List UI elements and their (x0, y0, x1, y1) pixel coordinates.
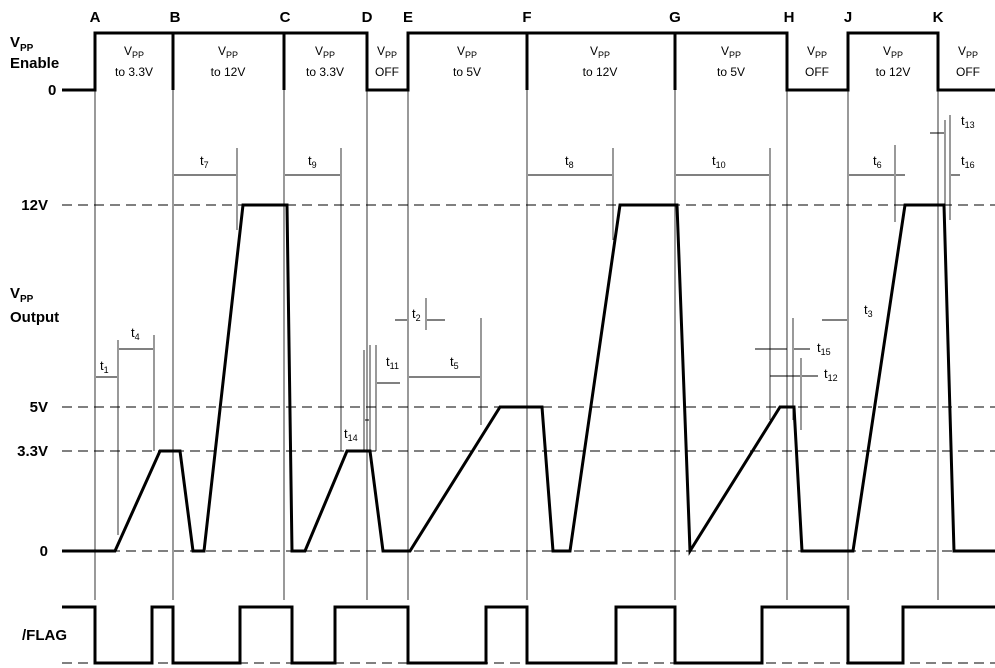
enable-seg-7: VPP (721, 44, 741, 60)
timing-t7: t7 (200, 153, 209, 170)
timing-t2: t2 (412, 306, 421, 323)
timing-t9: t9 (308, 153, 317, 170)
timing-t8: t8 (565, 153, 574, 170)
vpp-enable-label: VPP (10, 34, 34, 54)
timing-t15: t15 (817, 340, 831, 357)
level-0-label: 0 (40, 543, 48, 560)
enable-seg-3: VPP (315, 44, 335, 60)
enable-seg-1: VPP (124, 44, 144, 60)
marker-g: G (669, 9, 681, 26)
vpp-output-waveform (62, 203, 995, 556)
timing-verticals (117, 115, 951, 535)
enable-seg-5: VPP (457, 44, 477, 60)
vpp-output-row: VPP Output 12V 5V 3.3V 0 (10, 197, 995, 560)
marker-a: A (90, 9, 101, 26)
timing-t14: t14 (344, 426, 358, 443)
enable-seg-7-line2: to 5V (717, 65, 745, 79)
timing-t13: t13 (961, 113, 975, 130)
marker-j: J (844, 9, 852, 26)
enable-seg-8-line2: OFF (805, 65, 829, 79)
flag-label: /FLAG (22, 627, 67, 644)
vpp-enable-row: VPP Enable 0 VPP to 3.3V VPP to 12V VPP … (10, 31, 995, 99)
enable-seg-4: VPP (377, 44, 397, 60)
enable-seg-6: VPP (590, 44, 610, 60)
enable-seg-10: VPP (958, 44, 978, 60)
timing-t3: t3 (864, 302, 873, 319)
enable-seg-3-line2: to 3.3V (306, 65, 344, 79)
timing-t10: t10 (712, 153, 726, 170)
timing-t4: t4 (131, 325, 140, 342)
enable-seg-9-line2: to 12V (876, 65, 911, 79)
enable-seg-4-line2: OFF (375, 65, 399, 79)
marker-e: E (403, 9, 413, 26)
level-3v3-label: 3.3V (17, 443, 48, 460)
timing-t11: t11 (386, 354, 399, 371)
vpp-output-label: VPP (10, 285, 34, 305)
enable-seg-6-line2: to 12V (583, 65, 618, 79)
timing-labels: t1 t4 t7 t9 t14 t11 t2 t5 t8 t10 t15 t12… (100, 113, 975, 443)
enable-seg-10-line2: OFF (956, 65, 980, 79)
timing-t12: t12 (824, 366, 838, 383)
vpp-enable-label-line2: Enable (10, 55, 59, 72)
marker-k: K (933, 9, 944, 26)
timing-t5: t5 (450, 354, 459, 371)
level-5v-label: 5V (30, 399, 48, 416)
marker-c: C (280, 9, 291, 26)
level-12v-label: 12V (21, 197, 48, 214)
timing-arrows (96, 132, 960, 421)
marker-b: B (170, 9, 181, 26)
enable-seg-2-line2: to 12V (211, 65, 246, 79)
marker-h: H (784, 9, 795, 26)
timing-t6: t6 (873, 153, 882, 170)
vpp-enable-waveform (62, 31, 995, 92)
timing-t16: t16 (961, 153, 975, 170)
marker-f: F (522, 9, 531, 26)
timing-t1: t1 (100, 358, 109, 375)
enable-seg-9: VPP (883, 44, 903, 60)
vpp-output-label-line2: Output (10, 309, 59, 326)
enable-seg-5-line2: to 5V (453, 65, 481, 79)
enable-seg-8: VPP (807, 44, 827, 60)
event-guide-lines (94, 90, 939, 600)
event-markers: A B C D E F G H J K (90, 9, 944, 26)
flag-waveform (62, 605, 995, 665)
marker-d: D (362, 9, 373, 26)
vpp-enable-zero: 0 (48, 82, 56, 99)
enable-seg-1-line2: to 3.3V (115, 65, 153, 79)
enable-seg-2: VPP (218, 44, 238, 60)
flag-row: /FLAG (22, 605, 995, 665)
